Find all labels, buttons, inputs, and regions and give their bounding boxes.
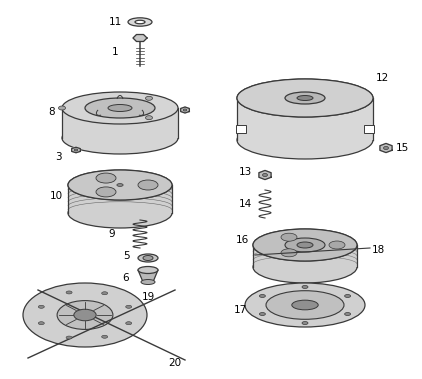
Ellipse shape xyxy=(38,322,44,325)
Polygon shape xyxy=(112,181,128,189)
Ellipse shape xyxy=(141,279,155,285)
Text: 13: 13 xyxy=(238,167,252,177)
Ellipse shape xyxy=(260,313,265,316)
Ellipse shape xyxy=(302,321,308,324)
FancyBboxPatch shape xyxy=(253,245,357,267)
Ellipse shape xyxy=(146,116,152,120)
FancyBboxPatch shape xyxy=(237,98,373,140)
Polygon shape xyxy=(72,147,80,153)
Ellipse shape xyxy=(266,291,344,319)
Ellipse shape xyxy=(135,20,145,24)
FancyBboxPatch shape xyxy=(236,125,246,133)
Polygon shape xyxy=(259,171,271,180)
Ellipse shape xyxy=(126,322,132,325)
Polygon shape xyxy=(181,107,189,113)
Ellipse shape xyxy=(62,92,178,124)
Ellipse shape xyxy=(146,96,152,100)
Polygon shape xyxy=(380,143,392,153)
Ellipse shape xyxy=(245,283,365,327)
Text: 11: 11 xyxy=(108,17,122,27)
Ellipse shape xyxy=(66,291,72,294)
Ellipse shape xyxy=(281,249,297,257)
Ellipse shape xyxy=(138,180,158,190)
Ellipse shape xyxy=(237,79,373,117)
Ellipse shape xyxy=(38,305,44,308)
Ellipse shape xyxy=(96,173,116,183)
Ellipse shape xyxy=(237,121,373,159)
Ellipse shape xyxy=(62,122,178,154)
Ellipse shape xyxy=(68,198,172,228)
Text: 17: 17 xyxy=(233,305,246,315)
Text: 1: 1 xyxy=(112,47,118,57)
Text: 15: 15 xyxy=(395,143,408,153)
Ellipse shape xyxy=(96,187,116,197)
Ellipse shape xyxy=(102,335,108,338)
Ellipse shape xyxy=(126,305,132,308)
Ellipse shape xyxy=(138,254,158,262)
Text: 6: 6 xyxy=(123,273,129,283)
Ellipse shape xyxy=(74,309,96,321)
Ellipse shape xyxy=(102,292,108,295)
FancyBboxPatch shape xyxy=(364,125,374,133)
Text: 16: 16 xyxy=(235,235,249,245)
FancyBboxPatch shape xyxy=(62,108,178,138)
Text: 12: 12 xyxy=(376,73,389,83)
Ellipse shape xyxy=(68,170,172,200)
Ellipse shape xyxy=(297,96,313,100)
Ellipse shape xyxy=(68,170,172,200)
Text: 3: 3 xyxy=(55,152,61,162)
Ellipse shape xyxy=(23,283,147,347)
Polygon shape xyxy=(133,34,147,41)
Text: 10: 10 xyxy=(49,191,62,201)
Ellipse shape xyxy=(143,255,153,260)
Ellipse shape xyxy=(253,229,357,261)
Ellipse shape xyxy=(262,174,268,177)
Ellipse shape xyxy=(345,313,351,316)
Polygon shape xyxy=(138,270,158,282)
Text: 8: 8 xyxy=(49,107,55,117)
Ellipse shape xyxy=(260,294,265,298)
Text: 14: 14 xyxy=(238,199,252,209)
Ellipse shape xyxy=(302,285,308,288)
FancyBboxPatch shape xyxy=(68,185,172,213)
Ellipse shape xyxy=(57,301,113,329)
Ellipse shape xyxy=(281,233,297,241)
Ellipse shape xyxy=(345,294,351,298)
Text: 20: 20 xyxy=(168,358,181,368)
Text: 5: 5 xyxy=(123,251,129,261)
Ellipse shape xyxy=(138,266,158,274)
Ellipse shape xyxy=(285,92,325,104)
Text: 18: 18 xyxy=(371,245,384,255)
Ellipse shape xyxy=(253,251,357,283)
Ellipse shape xyxy=(237,79,373,117)
Ellipse shape xyxy=(117,183,123,186)
Ellipse shape xyxy=(329,241,345,249)
Ellipse shape xyxy=(253,229,357,261)
Ellipse shape xyxy=(128,18,152,26)
Ellipse shape xyxy=(297,242,313,248)
Ellipse shape xyxy=(384,146,388,150)
Ellipse shape xyxy=(59,106,65,110)
Ellipse shape xyxy=(292,300,318,310)
Ellipse shape xyxy=(85,98,155,118)
Ellipse shape xyxy=(108,105,132,111)
Ellipse shape xyxy=(285,238,325,252)
Ellipse shape xyxy=(74,149,78,151)
Text: 19: 19 xyxy=(141,292,154,302)
Text: 9: 9 xyxy=(109,229,115,239)
Ellipse shape xyxy=(66,336,72,339)
Ellipse shape xyxy=(183,109,187,111)
